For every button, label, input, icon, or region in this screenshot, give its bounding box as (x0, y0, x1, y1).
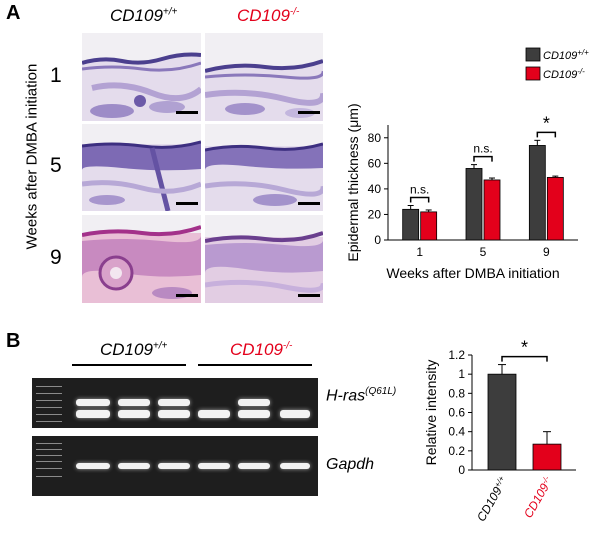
scale-bar (298, 111, 320, 114)
histology-ko-week-5 (205, 124, 323, 211)
y-tick-label: 20 (368, 207, 382, 221)
histology-ko-week-9 (205, 215, 323, 303)
histology-wt-week-9 (82, 215, 201, 303)
legend-swatch-knockout (525, 66, 541, 81)
bar (487, 373, 517, 471)
x-tick-label-knockout: CD109-/- (521, 474, 556, 520)
y-tick-label: 0.4 (448, 425, 465, 439)
y-axis-label: Epidermal thickness (μm) (345, 103, 361, 261)
y-tick-label: 60 (368, 156, 382, 170)
gel-group-label-wildtype: CD109+/+ (100, 340, 168, 359)
bar (546, 176, 564, 241)
y-tick-label: 0 (458, 463, 465, 477)
row-label-week-1: 1 (50, 64, 62, 87)
bar (402, 208, 420, 241)
y-tick-label: 80 (368, 131, 382, 145)
significance-label: n.s. (410, 183, 429, 197)
y-tick-label: 1.2 (448, 348, 465, 362)
significance-label: * (521, 338, 528, 358)
gel-label-gapdh: Gapdh (326, 456, 375, 473)
bar (465, 168, 483, 241)
significance-label: n.s. (473, 142, 492, 156)
x-tick-label: 5 (480, 245, 487, 259)
y-tick-label: 1 (458, 367, 465, 381)
x-tick-label: 9 (543, 245, 550, 259)
x-axis-label: Weeks after DMBA initiation (386, 265, 559, 280)
significance-label: * (543, 113, 550, 133)
scale-bar (176, 202, 198, 205)
y-tick-label: 0.8 (448, 386, 465, 400)
x-tick-label: 1 (416, 245, 423, 259)
x-tick-label-wildtype: CD109+/+ (474, 474, 511, 524)
panel-b-label: B (6, 330, 21, 352)
significance-bracket (409, 196, 430, 203)
significance-bracket (501, 355, 548, 362)
epidermal-thickness-chart: 0 20 40 60 80 1 n.s. 5 n.s. 9 * Weeks after DMBA in… (345, 47, 589, 281)
histology-wt-week-5 (82, 124, 201, 211)
scale-bar (298, 202, 320, 205)
significance-bracket (473, 155, 493, 162)
column-label-wildtype: CD109+/+ (110, 6, 178, 25)
panel-a-label: A (6, 2, 21, 24)
bar (532, 443, 562, 471)
legend-swatch-wildtype (525, 47, 541, 62)
bar (528, 145, 546, 241)
gel-group-bar-wildtype (72, 364, 186, 366)
row-label-week-9: 9 (50, 246, 62, 269)
legend-label-wildtype: CD109+/+ (543, 48, 589, 63)
significance-bracket (536, 131, 557, 138)
row-label-week-5: 5 (50, 154, 62, 177)
y-tick-label: 0 (374, 233, 381, 247)
legend-label-knockout: CD109-/- (543, 67, 585, 82)
gel-image-hras (32, 378, 318, 428)
scale-bar (176, 294, 198, 297)
y-tick-label: 0.6 (448, 406, 465, 420)
gel-label-hras: H-ras(Q61L) (326, 386, 397, 405)
relative-intensity-chart: 0 0.2 0.4 0.6 0.8 1 1.2 CD109+/+ CD109-/- * Relati… (423, 338, 576, 524)
bar (483, 179, 501, 241)
gel-group-bar-knockout (198, 364, 312, 366)
y-tick-label: 0.2 (448, 444, 465, 458)
y-axis-label: Relative intensity (423, 360, 439, 466)
column-label-knockout: CD109-/- (237, 6, 300, 25)
row-axis-label: Weeks after DMBA initiation (23, 63, 41, 250)
bar (420, 211, 438, 241)
gel-group-label-knockout: CD109-/- (230, 340, 293, 359)
gel-image-gapdh (32, 436, 318, 496)
histology-wt-week-1 (82, 33, 201, 121)
y-tick-label: 40 (368, 182, 382, 196)
histology-ko-week-1 (205, 33, 323, 121)
scale-bar (298, 294, 320, 297)
scale-bar (176, 111, 198, 114)
